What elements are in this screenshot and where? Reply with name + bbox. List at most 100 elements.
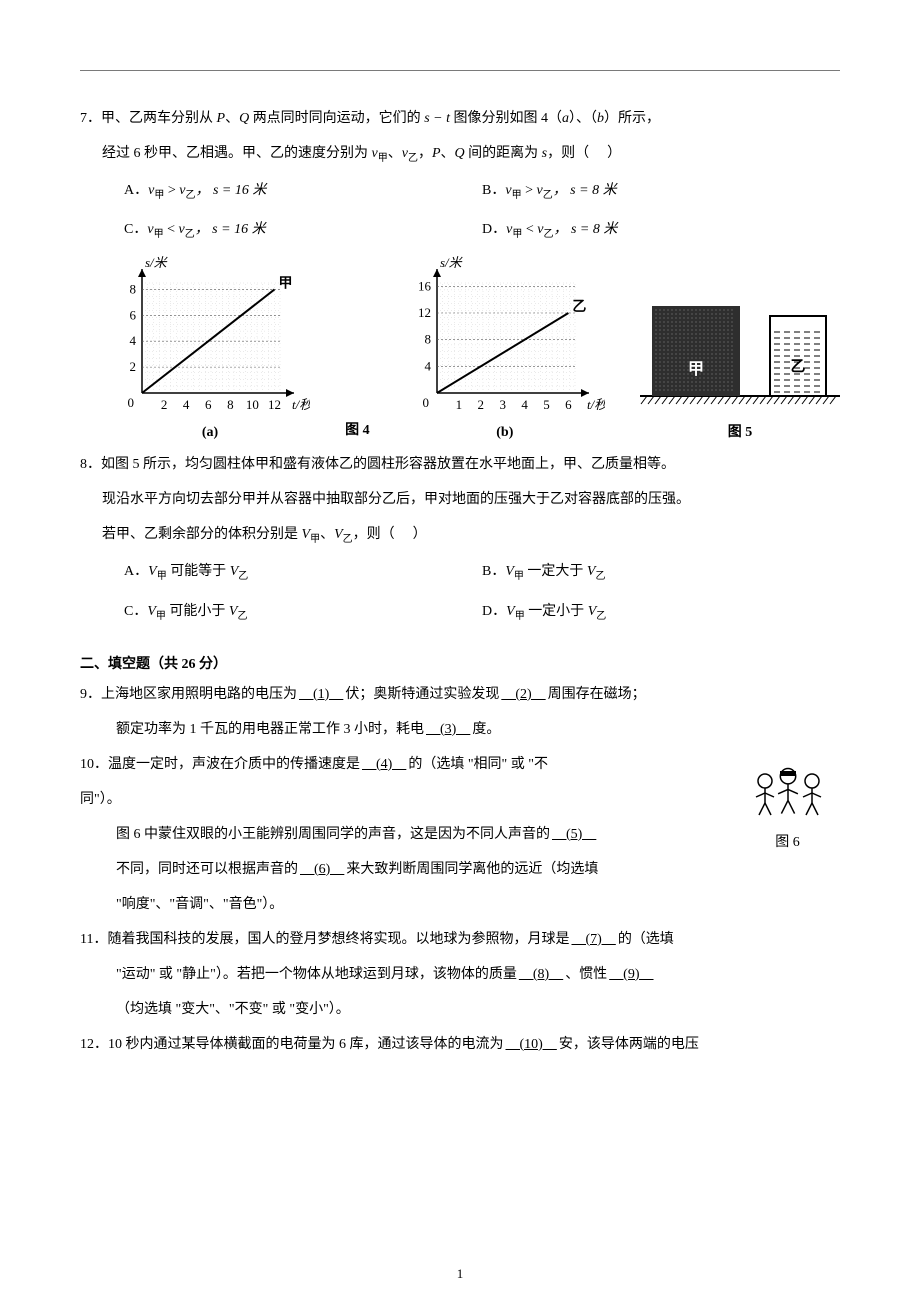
q7-t5: ）所示， [604, 111, 660, 126]
q9-t2: 伏；奥斯特通过实验发现 [345, 687, 499, 702]
q7-sub2: 乙 [408, 153, 418, 164]
opt-a-label: A． [124, 183, 148, 198]
q8c-s2: 乙 [237, 610, 247, 621]
q8-opt-b: B．V甲 一定大于 V乙 [482, 552, 840, 591]
q7-a: a [562, 111, 569, 126]
q10-line3: 图 6 中蒙住双眼的小王能辨别周围同学的声音，这是因为不同人声音的 (5) [80, 817, 727, 852]
exam-page: 7．甲、乙两车分别从 P、Q 两点同时同向运动，它们的 s − t 图像分别如图… [0, 0, 920, 1302]
q8c-s1: 甲 [156, 610, 166, 621]
q11-line3: （均选填 "变大"、"不变" 或 "变小"）。 [80, 992, 840, 1027]
q10-l3a: 图 6 中蒙住双眼的小王能辨别周围同学的声音，这是因为不同人声音的 [116, 827, 550, 842]
q7-options: A．v甲 > v乙， s = 16 米 B．v甲 > v乙， s = 8 米 C… [80, 171, 840, 249]
question-10: 10．温度一定时，声波在介质中的传播速度是 (4) 的（选填 "相同" 或 "不… [80, 747, 727, 922]
q10-t1: 温度一定时，声波在介质中的传播速度是 [108, 757, 360, 772]
svg-text:乙: 乙 [790, 359, 805, 375]
svg-text:16: 16 [418, 279, 432, 294]
opt-c-label: C． [124, 222, 147, 237]
q11-number: 11． [80, 932, 107, 947]
a-s1: 甲 [154, 190, 164, 201]
q7-number: 7． [80, 111, 101, 126]
q11-t1: 随着我国科技的发展，国人的登月梦想终将实现。以地球为参照物，月球是 [107, 932, 569, 947]
q7-t3: 图像分别如图 4（ [450, 111, 562, 126]
svg-text:t/秒: t/秒 [587, 397, 605, 412]
svg-text:2: 2 [477, 397, 484, 412]
svg-text:3: 3 [499, 397, 506, 412]
blank-5: (5) [550, 827, 598, 842]
d-cmp: < [522, 222, 537, 237]
b-s2: 乙 [543, 190, 553, 201]
svg-text:6: 6 [205, 397, 212, 412]
svg-text:t/秒: t/秒 [292, 397, 310, 412]
q8b-s2: 乙 [595, 571, 605, 582]
q7-t4: ）、（ [569, 111, 597, 126]
q8-s1: 甲 [310, 534, 320, 545]
q7-paren: （ ） [575, 146, 623, 161]
chart-b: 4812161234560s/米t/秒乙 (b) [405, 255, 605, 441]
q7-opt-a: A．v甲 > v乙， s = 16 米 [124, 171, 482, 210]
svg-text:8: 8 [424, 332, 431, 347]
a-cmp: > [164, 183, 179, 198]
q10-number: 10． [80, 757, 108, 772]
a-tail: ， s = 16 米 [195, 183, 266, 198]
q7-opt-d: D．v甲 < v乙， s = 8 米 [482, 210, 840, 249]
fig6: 图 6 [735, 751, 840, 851]
q8c-l: C． [124, 604, 147, 619]
blank-10: (10) [504, 1037, 559, 1052]
q8-options: A．V甲 可能等于 V乙 B．V甲 一定大于 V乙 C．V甲 可能小于 V乙 D… [80, 552, 840, 630]
q7-d1: 、 [225, 111, 239, 126]
chart-b-svg: 4812161234560s/米t/秒乙 [405, 255, 605, 425]
q12-t2: 安，该导体两端的电压 [559, 1037, 699, 1052]
q10-l4a: 不同，同时还可以根据声音的 [116, 862, 298, 877]
q9-number: 9． [80, 687, 101, 702]
q8-opt-a: A．V甲 可能等于 V乙 [124, 552, 482, 591]
svg-text:1: 1 [455, 397, 462, 412]
q7-Q: Q [239, 111, 249, 126]
q8-l2: 现沿水平方向切去部分甲并从容器中抽取部分乙后，甲对地面的压强大于乙对容器底部的压… [80, 482, 840, 517]
fig5-label: 图 5 [640, 421, 840, 441]
page-number: 1 [0, 1266, 920, 1282]
svg-text:甲: 甲 [278, 276, 292, 292]
chart-a-caption: (a) [110, 425, 310, 441]
q7-l2a: 经过 6 秒甲、乙相遇。甲、乙的速度分别为 [102, 146, 372, 161]
d-tail: ， s = 8 米 [553, 222, 617, 237]
q12-number: 12． [80, 1037, 108, 1052]
svg-text:4: 4 [521, 397, 528, 412]
fig5: 甲乙 图 5 [640, 266, 840, 441]
q9-t1: 上海地区家用照明电路的电压为 [101, 687, 297, 702]
svg-text:8: 8 [227, 397, 234, 412]
q10-l4b: 来大致判断周围同学离他的远近（均选填 [346, 862, 598, 877]
q7-t2: 两点同时同向运动，它们的 [249, 111, 424, 126]
svg-text:s/米: s/米 [145, 255, 169, 270]
q8b-m: 一定大于 [524, 564, 587, 579]
svg-text:0: 0 [128, 395, 135, 410]
c-tail: ， s = 16 米 [195, 222, 266, 237]
q11-l2a: "运动" 或 "静止"）。若把一个物体从地球运到月球，该物体的质量 [116, 967, 517, 982]
question-12: 12．10 秒内通过某导体横截面的电荷量为 6 库，通过该导体的电流为 (10)… [80, 1027, 840, 1062]
q8d-m: 一定小于 [525, 604, 588, 619]
svg-text:6: 6 [130, 308, 137, 323]
header-rule [80, 70, 840, 71]
q7-b: b [597, 111, 604, 126]
q12-t1: 10 秒内通过某导体横截面的电荷量为 6 库，通过该导体的电流为 [108, 1037, 504, 1052]
q8b-l: B． [482, 564, 505, 579]
q9-t3: 周围存在磁场； [548, 687, 646, 702]
blank-4: (4) [360, 757, 408, 772]
question-9: 9．上海地区家用照明电路的电压为 (1) 伏；奥斯特通过实验发现 (2) 周围存… [80, 677, 840, 747]
q8-V1: V [302, 527, 311, 542]
svg-text:2: 2 [130, 359, 137, 374]
blank-9: (9) [607, 967, 655, 982]
q11-l2b: 、惯性 [565, 967, 607, 982]
q7-st: s − t [424, 111, 450, 126]
q7-t1: 甲、乙两车分别从 [101, 111, 217, 126]
svg-text:12: 12 [418, 305, 431, 320]
q10-line4: 不同，同时还可以根据声音的 (6) 来大致判断周围同学离他的远近（均选填 [80, 852, 727, 887]
question-10-wrap: 10．温度一定时，声波在介质中的传播速度是 (4) 的（选填 "相同" 或 "不… [80, 747, 840, 922]
q8d-s2: 乙 [596, 610, 606, 621]
q7-l2b: 间的距离为 [465, 146, 542, 161]
q8c-m: 可能小于 [166, 604, 229, 619]
q8c-v1: V [147, 604, 156, 619]
q8-l3: 若甲、乙剩余部分的体积分别是 V甲、V乙，则（ ） [80, 517, 840, 552]
q8a-v2: V [230, 564, 239, 579]
q8-l3a: 若甲、乙剩余部分的体积分别是 [102, 527, 302, 542]
question-11: 11．随着我国科技的发展，国人的登月梦想终将实现。以地球为参照物，月球是 (7)… [80, 922, 840, 1027]
